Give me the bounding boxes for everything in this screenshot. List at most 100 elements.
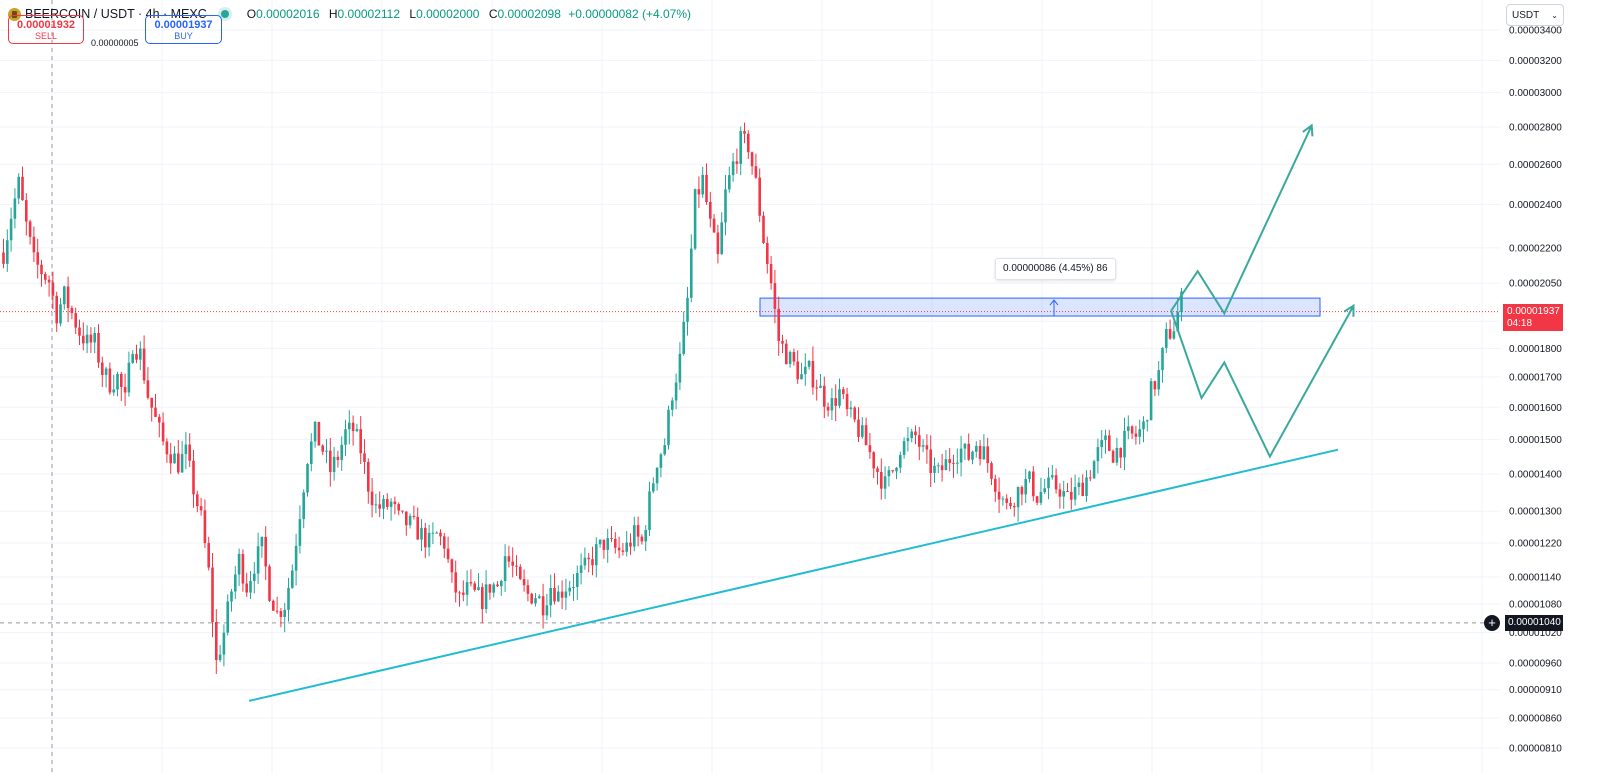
candle-body <box>169 454 172 464</box>
candle-body <box>766 242 769 264</box>
candle-body <box>602 539 606 550</box>
candle-body <box>260 536 264 547</box>
candle-body <box>446 548 450 560</box>
candle-body <box>465 582 469 595</box>
candle-body <box>845 394 849 410</box>
candle-body <box>36 252 39 265</box>
candle-body <box>1043 488 1046 493</box>
sell-button[interactable]: 0.00001932 SELL <box>8 14 84 44</box>
candle-body <box>492 584 495 593</box>
candle-body <box>921 445 925 447</box>
candle-body <box>606 538 609 550</box>
candle-body <box>826 406 830 411</box>
candle-body <box>769 263 773 284</box>
candle-body <box>230 591 233 602</box>
candle-body <box>234 574 237 592</box>
currency-select[interactable]: USDT ⌄ <box>1506 4 1564 26</box>
candle-body <box>834 398 837 406</box>
candle-body <box>530 593 533 604</box>
candle-body <box>807 360 811 367</box>
candle-body <box>203 510 207 544</box>
candle-body <box>21 176 24 201</box>
projection-arrowhead-up <box>1302 123 1314 137</box>
buy-button[interactable]: 0.00001937 BUY <box>145 14 222 44</box>
candle-body <box>477 587 480 590</box>
candle-body <box>382 499 385 509</box>
candle-body <box>724 189 727 223</box>
candle-body <box>1077 482 1081 488</box>
candle-body <box>321 445 324 452</box>
current-price-label: 0.00001937 04:18 <box>1503 304 1563 331</box>
currency-value: USDT <box>1512 9 1540 21</box>
candle-body <box>986 446 989 464</box>
candle-body <box>959 448 963 463</box>
candle-body <box>123 386 127 393</box>
candle-body <box>47 279 51 283</box>
candle-body <box>975 445 978 452</box>
candle-body <box>876 468 879 473</box>
candle-body <box>914 431 917 436</box>
candle-body <box>177 453 180 473</box>
candle-body <box>116 373 119 390</box>
price-axis: 0.00003400 0.00003200 0.00003000 0.00002800… <box>1509 26 1562 755</box>
candle-body <box>773 283 777 309</box>
candle-body <box>1013 506 1016 508</box>
candle-body <box>496 584 499 587</box>
open-label: O <box>246 7 257 21</box>
open-value: 0.00002016 <box>256 7 320 21</box>
candle-body <box>796 361 799 380</box>
candle-body <box>165 441 169 455</box>
candle-body <box>1070 491 1073 500</box>
candle-body <box>1009 502 1012 507</box>
candle-body <box>815 387 818 389</box>
candle-body <box>283 609 286 618</box>
candle-body <box>1123 430 1126 458</box>
candle-body <box>1047 477 1050 489</box>
candle-body <box>861 425 864 437</box>
market-status-icon[interactable] <box>220 10 229 18</box>
candle-body <box>997 491 1001 500</box>
sell-price: 0.00001932 <box>16 18 76 31</box>
candle-body <box>199 506 203 511</box>
candle-body <box>564 591 568 598</box>
support-trendline <box>248 448 1339 702</box>
candle-body <box>541 596 545 616</box>
price-tick-label: 0.00001020 <box>1509 628 1562 639</box>
candle-body <box>443 536 446 549</box>
candle-body <box>249 580 252 593</box>
candle-body <box>142 348 146 381</box>
candle-body <box>397 504 400 511</box>
candle-body <box>340 444 343 460</box>
candle-body <box>264 536 267 567</box>
candle-body <box>663 445 666 455</box>
symbol-title[interactable]: BEERCOIN / USDT · 4h · MEXC <box>25 7 207 21</box>
candle-body <box>511 561 514 566</box>
candle-body <box>275 610 279 612</box>
add-alert-plus-icon[interactable]: + <box>1484 615 1500 631</box>
candle-body <box>842 389 845 395</box>
candle-body <box>66 286 70 309</box>
candle-body <box>1130 426 1134 434</box>
candle-body <box>902 441 906 455</box>
candle-body <box>982 446 986 460</box>
change-value: +0.00000082 (+4.07%) <box>568 7 691 21</box>
candle-body <box>830 398 834 411</box>
candle-body <box>853 407 856 420</box>
close-value: 0.00002098 <box>497 7 561 21</box>
candle-body <box>697 189 701 195</box>
candle-body <box>587 557 590 560</box>
candle-body <box>872 452 875 469</box>
candle-body <box>180 454 184 473</box>
close-label: C <box>488 7 498 21</box>
candle-body <box>408 515 412 526</box>
candle-body <box>1096 447 1100 462</box>
candle-body <box>937 465 940 467</box>
candle-body <box>538 596 541 599</box>
candle-body <box>306 464 309 493</box>
price-tick-label: 0.00001140 <box>1509 572 1562 583</box>
candle-body <box>868 445 872 453</box>
candle-body <box>1134 433 1138 437</box>
candle-body <box>435 532 438 534</box>
projection-path-up <box>1170 124 1313 316</box>
